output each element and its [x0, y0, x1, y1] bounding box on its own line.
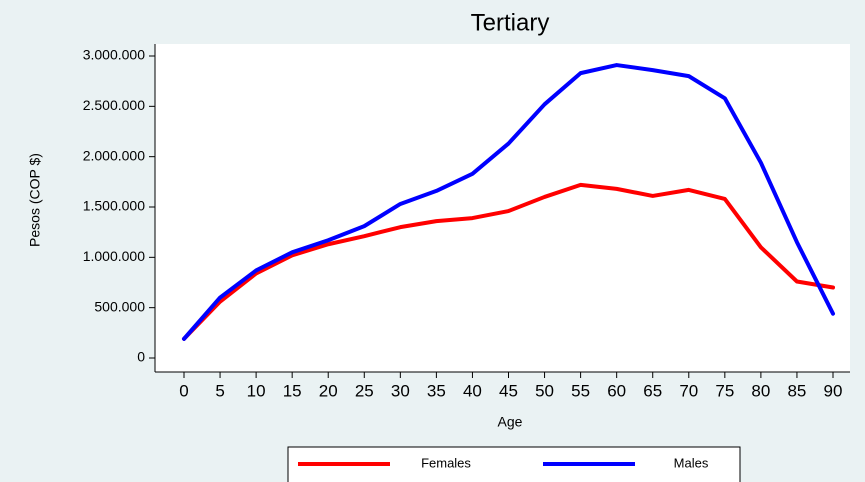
y-tick-label: 2.500.000: [83, 97, 145, 113]
x-tick-label: 45: [499, 381, 518, 400]
x-tick-label: 35: [427, 381, 446, 400]
x-axis-label: Age: [498, 414, 523, 430]
line-series: [182, 182, 835, 341]
x-tick-label: 20: [319, 381, 338, 400]
y-tick-label: 1.000.000: [83, 248, 145, 264]
x-tick-label: 90: [824, 381, 843, 400]
y-axis-label: Pesos (COP $): [27, 153, 43, 247]
y-tick-label: 500.000: [94, 298, 145, 314]
x-tick-label: 65: [643, 381, 662, 400]
x-tick-label: 70: [679, 381, 698, 400]
y-tick-label: 1.500.000: [83, 198, 145, 214]
x-tick-label: 0: [179, 381, 188, 400]
y-tick-label: 3.000.000: [83, 47, 145, 63]
x-tick-label: 75: [715, 381, 734, 400]
x-tick-label: 80: [751, 381, 770, 400]
x-tick-label: 15: [283, 381, 302, 400]
x-tick-label: 5: [215, 381, 224, 400]
legend-label: Males: [674, 455, 709, 470]
chart-title: Tertiary: [471, 9, 550, 36]
y-tick-label: 2.000.000: [83, 147, 145, 163]
x-tick-label: 25: [355, 381, 374, 400]
y-tick-label: 0: [137, 349, 145, 365]
x-tick-label: 55: [571, 381, 590, 400]
plot-area: [155, 44, 850, 372]
x-tick-label: 40: [463, 381, 482, 400]
x-tick-label: 85: [787, 381, 806, 400]
x-tick-label: 10: [247, 381, 266, 400]
x-tick-label: 60: [607, 381, 626, 400]
x-tick-label: 30: [391, 381, 410, 400]
legend-label: Females: [421, 455, 471, 470]
x-tick-label: 50: [535, 381, 554, 400]
line-series: [182, 63, 835, 341]
